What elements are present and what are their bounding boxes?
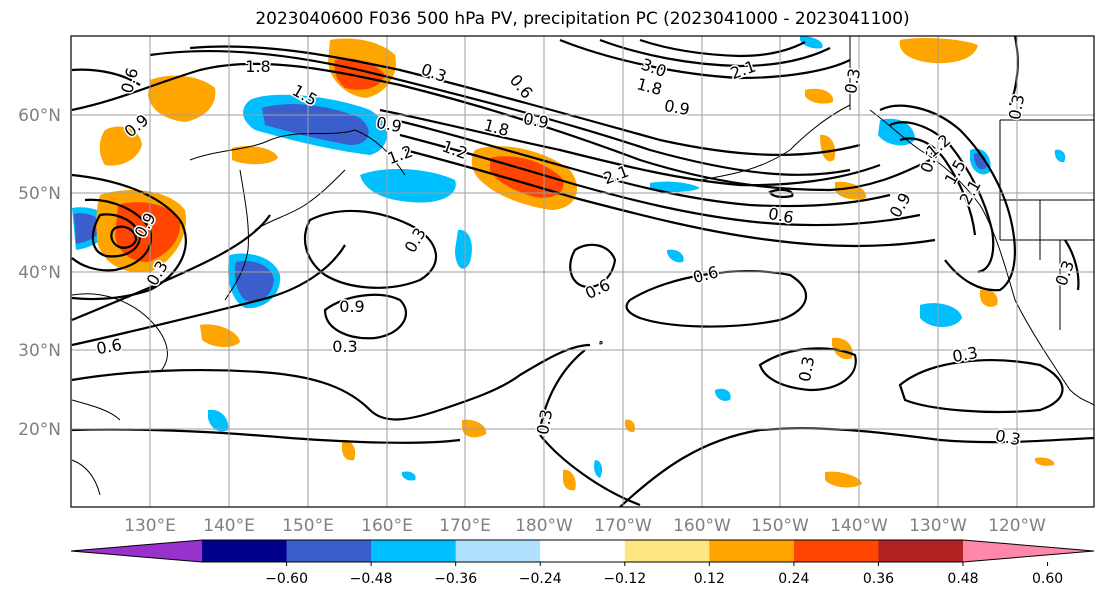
latitude-labels: 60°N 50°N 40°N 30°N 20°N — [18, 106, 61, 440]
colorbar-tick-label: −0.12 — [603, 571, 646, 587]
lon-label: 140°W — [830, 516, 888, 536]
pv-contours — [71, 36, 1094, 507]
colorbar-extend-high — [963, 540, 1094, 562]
lat-label: 60°N — [18, 106, 61, 126]
lon-label: 130°E — [124, 516, 176, 536]
colorbar-tick-label: −0.48 — [350, 571, 393, 587]
contour-label: 1.8 — [245, 57, 270, 76]
colorbar-swatch — [540, 540, 626, 562]
lon-label: 150°E — [282, 516, 334, 536]
colorbar-swatch — [286, 540, 372, 562]
graticule — [71, 36, 1094, 507]
lon-label: 170°W — [594, 516, 652, 536]
lon-label: 160°E — [361, 516, 413, 536]
lat-label: 20°N — [18, 420, 61, 440]
colorbar-tick-label: 0.60 — [1032, 571, 1063, 587]
colorbar-tick-label: −0.60 — [265, 571, 308, 587]
contour-label: 0.3 — [332, 337, 357, 356]
colorbar-tick-label: −0.36 — [434, 571, 477, 587]
colorbar-swatch — [624, 540, 710, 562]
colorbar-swatch — [202, 540, 288, 562]
colorbar-tick-label: 0.24 — [778, 571, 809, 587]
map-border — [70, 35, 1095, 508]
colorbar-ticks: −0.60 −0.48 −0.36 −0.24 −0.12 0.12 0.24 0.36 0.4… — [265, 562, 1063, 587]
colorbar-tick-label: −0.24 — [519, 571, 562, 587]
lat-label: 50°N — [18, 184, 61, 204]
lat-label: 40°N — [18, 263, 61, 283]
colorbar-tick-label: 0.48 — [947, 571, 978, 587]
lon-label: 130°W — [909, 516, 967, 536]
colorbar-swatch — [455, 540, 541, 562]
lon-label: 150°W — [751, 516, 809, 536]
colorbar-tick-label: 0.36 — [863, 571, 894, 587]
colorbar-extend-low — [71, 540, 202, 562]
colorbar-swatch — [709, 540, 795, 562]
colorbar-swatch — [793, 540, 879, 562]
contour-label: 0.9 — [339, 297, 364, 316]
colorbar — [70, 539, 1095, 563]
lat-label: 30°N — [18, 341, 61, 361]
coastlines — [71, 36, 1094, 496]
longitude-labels: 130°E 140°E 150°E 160°E 170°E 180°W 170°… — [124, 516, 1046, 536]
colorbar-swatch — [371, 540, 457, 562]
colorbar-outline — [70, 539, 1095, 563]
map-title: 2023040600 F036 500 hPa PV, precipitatio… — [255, 9, 910, 29]
lon-label: 180°W — [515, 516, 573, 536]
colorbar-swatch — [878, 540, 964, 562]
contour-label: 0.3 — [841, 67, 864, 95]
lon-label: 170°E — [439, 516, 491, 536]
lon-label: 160°W — [673, 516, 731, 536]
lon-label: 120°W — [988, 516, 1046, 536]
lon-label: 140°E — [203, 516, 255, 536]
colorbar-tick-label: 0.12 — [694, 571, 725, 587]
